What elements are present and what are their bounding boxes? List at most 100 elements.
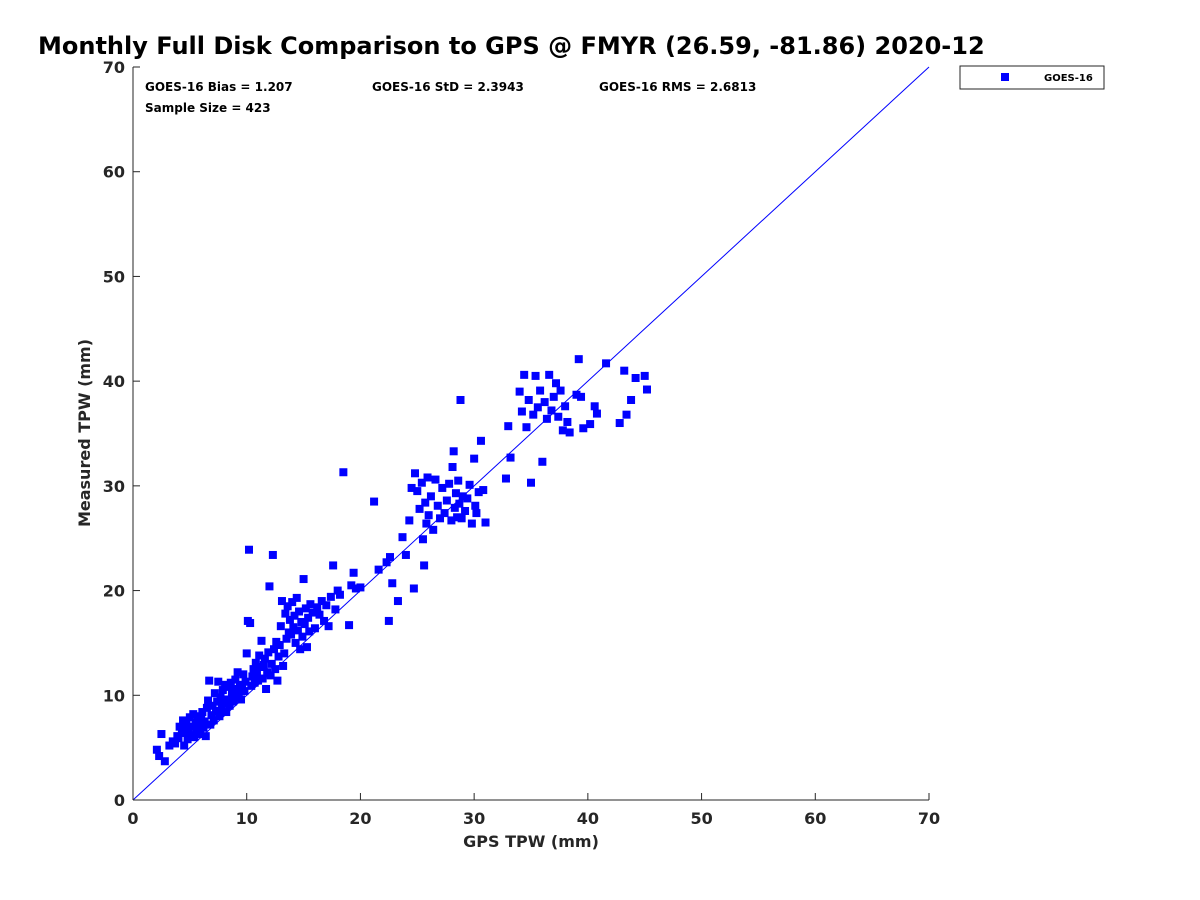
data-point-goes-16: [246, 619, 255, 628]
data-point-goes-16: [296, 645, 305, 654]
data-point-goes-16: [558, 426, 567, 435]
data-point-goes-16: [552, 379, 561, 388]
data-point-goes-16: [313, 603, 322, 612]
data-point-goes-16: [208, 701, 217, 710]
data-point-goes-16: [204, 696, 213, 705]
data-point-goes-16: [304, 613, 313, 622]
data-point-goes-16: [206, 720, 215, 729]
data-point-goes-16: [545, 370, 554, 379]
data-point-goes-16: [577, 392, 586, 401]
data-point-goes-16: [627, 395, 636, 404]
data-point-goes-16: [586, 420, 595, 429]
data-point-goes-16: [180, 741, 189, 750]
data-point-goes-16: [329, 561, 338, 570]
data-point-goes-16: [418, 535, 427, 544]
data-point-goes-16: [457, 514, 466, 523]
data-point-goes-16: [326, 592, 335, 601]
data-point-goes-16: [217, 704, 226, 713]
data-point-goes-16: [315, 610, 324, 619]
data-point-goes-16: [291, 638, 300, 647]
data-point-goes-16: [474, 488, 483, 497]
data-point-goes-16: [268, 550, 277, 559]
data-point-goes-16: [547, 406, 556, 415]
data-point-goes-16: [288, 598, 297, 607]
data-point-goes-16: [331, 605, 340, 614]
data-point-goes-16: [177, 728, 186, 737]
x-tick-label: 20: [349, 809, 371, 828]
data-point-goes-16: [295, 607, 304, 616]
data-point-goes-16: [229, 697, 238, 706]
data-point-goes-16: [233, 668, 242, 677]
data-point-goes-16: [254, 676, 263, 685]
data-point-goes-16: [252, 670, 261, 679]
data-point-goes-16: [540, 398, 549, 407]
data-point-goes-16: [454, 476, 463, 485]
data-point-goes-16: [274, 652, 283, 661]
data-point-goes-16: [200, 717, 209, 726]
data-point-goes-16: [479, 486, 488, 495]
y-tick-label: 40: [103, 372, 125, 391]
data-point-goes-16: [463, 494, 472, 503]
data-point-goes-16: [453, 513, 462, 522]
data-point-goes-16: [239, 670, 248, 679]
data-point-goes-16: [289, 623, 298, 632]
y-tick-label: 70: [103, 58, 125, 77]
data-point-goes-16: [520, 370, 529, 379]
data-point-goes-16: [262, 685, 271, 694]
y-tick-label: 20: [103, 582, 125, 601]
legend-label-goes-16: GOES-16: [1044, 73, 1093, 84]
data-point-goes-16: [171, 739, 180, 748]
x-tick-label: 50: [690, 809, 712, 828]
data-point-goes-16: [398, 533, 407, 542]
data-point-goes-16: [504, 422, 513, 431]
data-point-goes-16: [301, 604, 310, 613]
data-point-goes-16: [421, 498, 430, 507]
data-point-goes-16: [225, 701, 234, 710]
y-tick-label: 30: [103, 477, 125, 496]
x-tick-label: 30: [463, 809, 485, 828]
data-point-goes-16: [481, 518, 490, 527]
data-point-goes-16: [413, 487, 422, 496]
data-point-goes-16: [411, 469, 420, 478]
data-point-goes-16: [447, 516, 456, 525]
data-point-goes-16: [305, 627, 314, 636]
data-point-goes-16: [426, 492, 435, 501]
data-point-goes-16: [283, 602, 292, 611]
data-point-goes-16: [433, 501, 442, 510]
chart-title: Monthly Full Disk Comparison to GPS @ FM…: [38, 32, 985, 60]
data-point-goes-16: [456, 395, 465, 404]
data-point-goes-16: [276, 622, 285, 631]
data-point-goes-16: [201, 732, 210, 741]
data-point-goes-16: [642, 385, 651, 394]
data-point-goes-16: [300, 620, 309, 629]
data-point-goes-16: [615, 419, 624, 428]
data-point-goes-16: [324, 622, 333, 631]
data-point-goes-16: [506, 453, 515, 462]
data-point-goes-16: [467, 519, 476, 528]
data-point-goes-16: [538, 457, 547, 466]
data-point-goes-16: [234, 688, 243, 697]
data-point-goes-16: [255, 651, 264, 660]
data-point-goes-16: [317, 597, 326, 606]
data-point-goes-16: [277, 597, 286, 606]
data-point-goes-16: [335, 590, 344, 599]
data-point-goes-16: [445, 479, 454, 488]
data-point-goes-16: [285, 615, 294, 624]
legend-marker-goes-16: [1001, 73, 1009, 81]
y-tick-label: 50: [103, 267, 125, 286]
data-point-goes-16: [275, 641, 284, 650]
reference-line: [132, 66, 930, 801]
data-point-goes-16: [333, 586, 342, 595]
data-point-goes-16: [298, 632, 307, 641]
data-point-goes-16: [592, 409, 601, 418]
data-point-goes-16: [524, 395, 533, 404]
data-point-goes-16: [470, 454, 479, 463]
data-point-goes-16: [199, 723, 208, 732]
data-point-goes-16: [517, 407, 526, 416]
data-point-goes-16: [436, 514, 445, 523]
data-point-goes-16: [152, 745, 161, 754]
data-point-goes-16: [401, 550, 410, 559]
data-point-goes-16: [160, 757, 169, 766]
data-point-goes-16: [266, 671, 275, 680]
data-point-goes-16: [554, 412, 563, 421]
